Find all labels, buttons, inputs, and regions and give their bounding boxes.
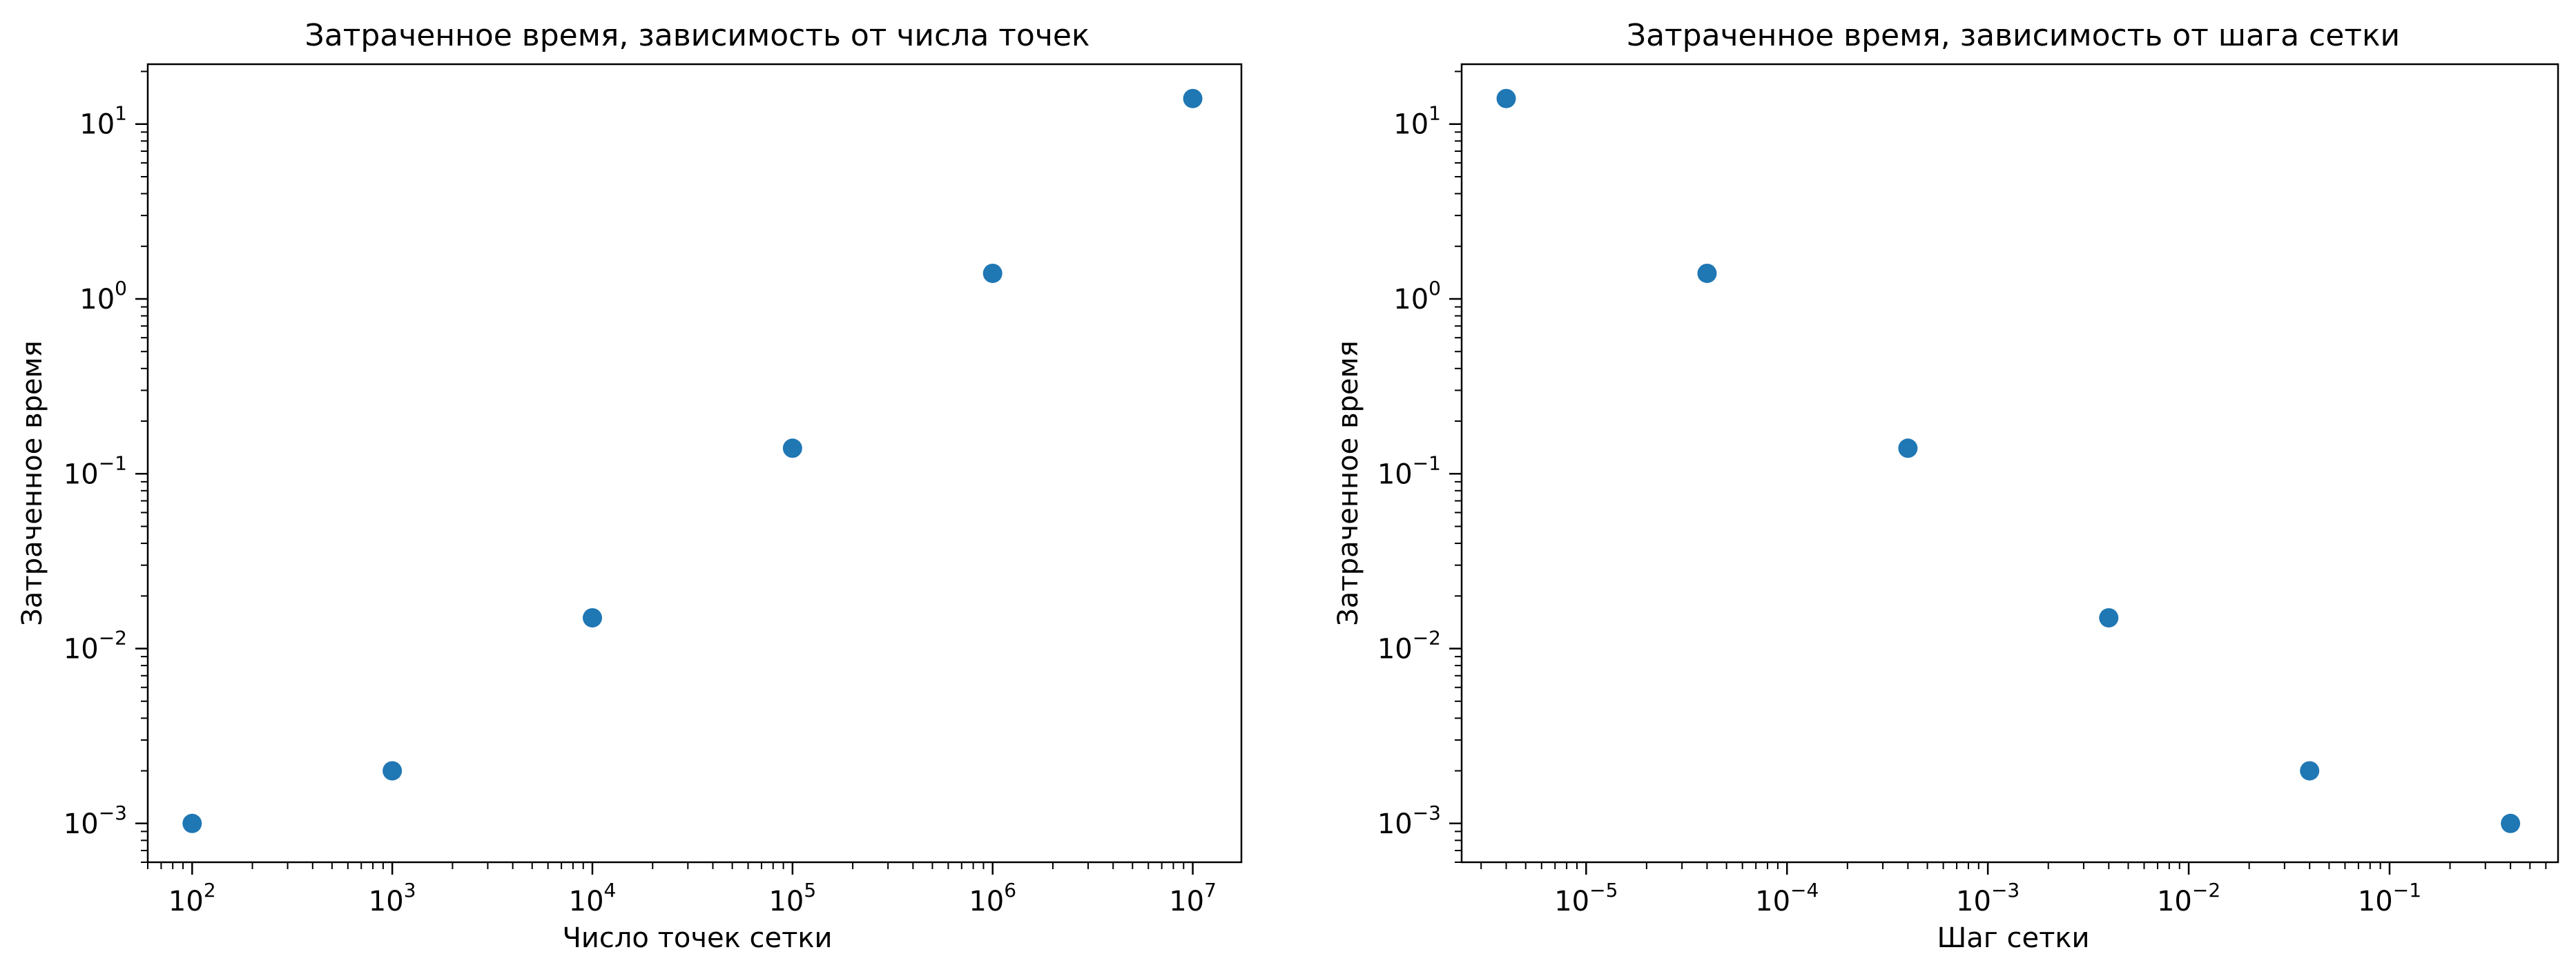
data-point — [1183, 88, 1203, 108]
y-tick-label: 101 — [79, 102, 127, 141]
x-tick-label: 106 — [969, 879, 1016, 917]
chart-time-vs-step: Затраченное время, зависимость от шага с… — [1333, 18, 2559, 954]
y-tick-label: 101 — [1393, 102, 1441, 141]
y-tick-label: 10−3 — [64, 801, 127, 840]
x-tick-label: 103 — [369, 879, 416, 917]
minor-ticks — [1455, 70, 2547, 869]
y-tick-label: 10−3 — [1377, 801, 1441, 840]
minor-ticks — [141, 70, 1185, 869]
y-tick-label: 10−1 — [1377, 451, 1441, 490]
data-point — [782, 438, 802, 458]
x-axis-label: Шаг сетки — [1937, 922, 2089, 954]
data-point — [2501, 813, 2521, 833]
y-tick-label: 10−1 — [64, 451, 127, 490]
y-tick-label: 10−2 — [64, 627, 127, 665]
data-point — [982, 263, 1003, 283]
major-ticks — [1449, 123, 2391, 875]
x-axis-label: Число точек сетки — [562, 922, 832, 954]
x-tick-label: 10−5 — [1554, 879, 1618, 917]
major-ticks — [135, 123, 1194, 875]
x-tick-label: 10−1 — [2358, 879, 2421, 917]
data-point — [583, 608, 603, 628]
chart-title: Затраченное время, зависимость от шага с… — [1627, 18, 2400, 53]
data-point — [2099, 608, 2119, 628]
data-point — [1697, 263, 1717, 283]
x-tick-label: 102 — [168, 879, 216, 917]
x-tick-label: 107 — [1169, 879, 1217, 917]
tick-labels: 102 103 104 105 106 107 10−3 10−2 10−1 100 101 — [64, 102, 1217, 917]
x-tick-label: 10−3 — [1956, 879, 2020, 917]
data-point — [2300, 761, 2320, 781]
x-tick-label: 10−4 — [1755, 879, 1819, 917]
y-tick-label: 100 — [1393, 277, 1441, 315]
x-tick-label: 10−2 — [2157, 879, 2220, 917]
x-tick-label: 104 — [569, 879, 617, 917]
chart-time-vs-points: Затраченное время, зависимость от числа … — [17, 18, 1243, 954]
plot-frame — [1460, 63, 2559, 864]
data-points — [1496, 88, 2521, 833]
x-tick-label: 105 — [768, 879, 816, 917]
data-point — [382, 761, 403, 781]
data-point — [1496, 88, 1516, 108]
data-points — [182, 88, 1203, 833]
plot-frame — [146, 63, 1243, 864]
data-point — [1898, 438, 1918, 458]
y-tick-label: 100 — [79, 277, 127, 315]
tick-labels: 10−5 10−4 10−3 10−2 10−1 10−3 10−2 10−1 100 101 — [1377, 102, 2421, 917]
y-axis-label: Затраченное время — [17, 340, 48, 626]
data-point — [182, 813, 202, 833]
chart-title: Затраченное время, зависимость от числа … — [305, 18, 1090, 53]
y-tick-label: 10−2 — [1377, 627, 1441, 665]
y-axis-label: Затраченное время — [1333, 340, 1364, 626]
